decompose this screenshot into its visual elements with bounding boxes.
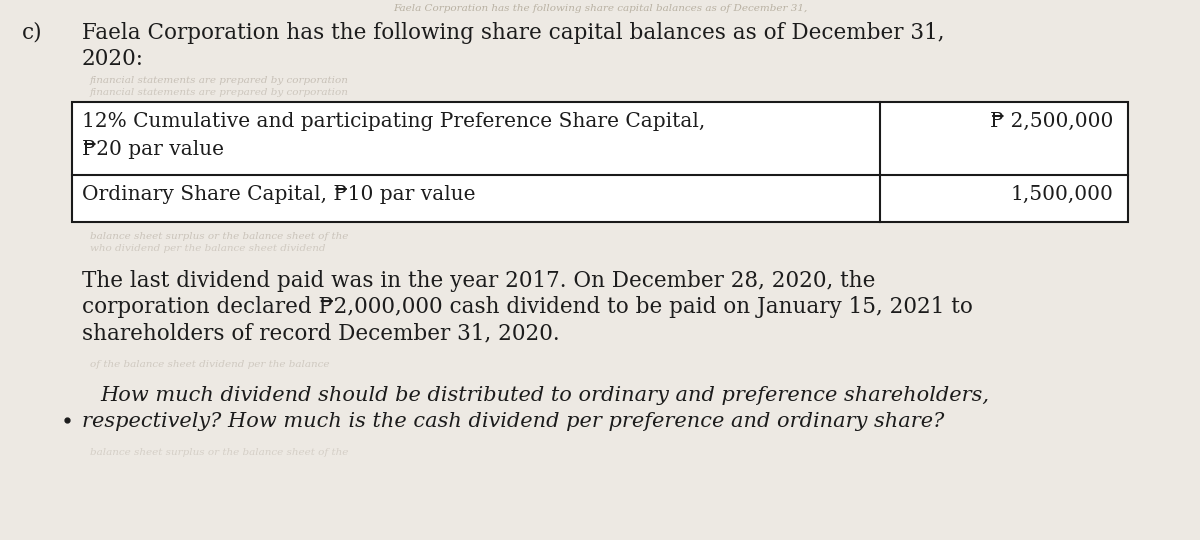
- Text: Faela Corporation has the following share capital balances as of December 31,: Faela Corporation has the following shar…: [82, 22, 944, 44]
- Bar: [72, 102, 1128, 222]
- Text: corporation declared ₱2,000,000 cash dividend to be paid on January 15, 2021 to: corporation declared ₱2,000,000 cash div…: [82, 296, 973, 318]
- Text: Faela Corporation has the following share capital balances as of December 31,: Faela Corporation has the following shar…: [392, 4, 808, 13]
- Text: respectively? How much is the cash dividend per preference and ordinary share?: respectively? How much is the cash divid…: [82, 412, 944, 431]
- Text: 2020:: 2020:: [82, 48, 144, 70]
- Text: who dividend per the balance sheet dividend: who dividend per the balance sheet divid…: [90, 244, 325, 253]
- Text: financial statements are prepared by corporation: financial statements are prepared by cor…: [90, 88, 349, 97]
- Text: ₱ 2,500,000: ₱ 2,500,000: [990, 112, 1114, 131]
- Text: shareholders of record December 31, 2020.: shareholders of record December 31, 2020…: [82, 322, 559, 344]
- Text: balance sheet surplus or the balance sheet of the: balance sheet surplus or the balance she…: [90, 448, 348, 457]
- Text: ₱20 par value: ₱20 par value: [82, 140, 224, 159]
- Bar: [72, 102, 1128, 222]
- Text: How much dividend should be distributed to ordinary and preference shareholders,: How much dividend should be distributed …: [100, 386, 989, 405]
- Text: balance sheet surplus or the balance sheet of the: balance sheet surplus or the balance she…: [90, 232, 348, 241]
- Text: c): c): [22, 22, 43, 44]
- Text: 12% Cumulative and participating Preference Share Capital,: 12% Cumulative and participating Prefere…: [82, 112, 706, 131]
- Text: of the balance sheet dividend per the balance: of the balance sheet dividend per the ba…: [90, 360, 330, 369]
- Text: Ordinary Share Capital, ₱10 par value: Ordinary Share Capital, ₱10 par value: [82, 185, 475, 204]
- Text: The last dividend paid was in the year 2017. On December 28, 2020, the: The last dividend paid was in the year 2…: [82, 270, 875, 292]
- Text: 1,500,000: 1,500,000: [1010, 185, 1114, 204]
- Text: financial statements are prepared by corporation: financial statements are prepared by cor…: [90, 76, 349, 85]
